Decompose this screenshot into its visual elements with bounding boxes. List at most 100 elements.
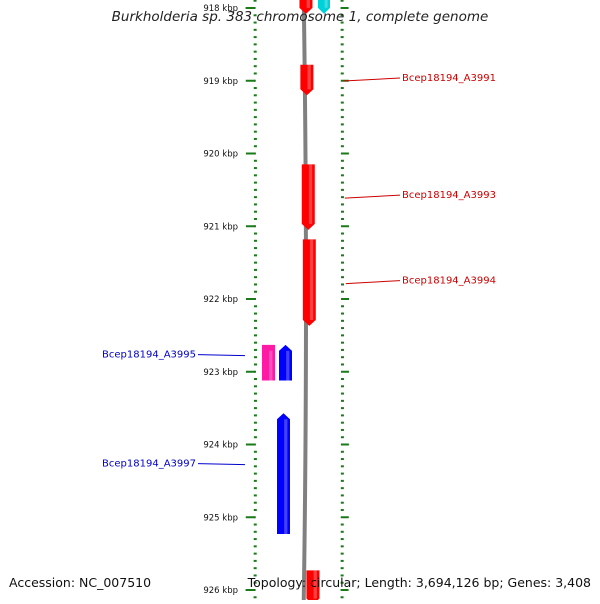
- inner-tick: [253, 188, 257, 191]
- outer-tick: [340, 319, 344, 322]
- outer-tick: [340, 137, 344, 140]
- gene-labels: Bcep18194_A3991 Bcep18194_A3993 Bcep18194_…: [102, 73, 496, 470]
- outer-tick: [340, 21, 344, 24]
- outer-tick: [340, 101, 344, 104]
- gene-feature: [302, 239, 316, 326]
- gene-label-leader: [343, 77, 401, 82]
- inner-tick: [253, 268, 257, 271]
- outer-tick: [340, 36, 344, 39]
- gene-feature: [301, 164, 315, 230]
- inner-tick: [253, 0, 257, 2]
- outer-tick: [340, 378, 344, 381]
- outer-tick: [340, 538, 344, 541]
- inner-tick: [253, 57, 257, 60]
- inner-tick: [253, 167, 257, 170]
- outer-tick: [340, 65, 344, 68]
- gene-feature: [277, 413, 290, 534]
- outer-tick: [340, 247, 344, 250]
- gene-label: Bcep18194_A3993: [402, 190, 496, 201]
- gene-features: [262, 0, 330, 604]
- inner-tick: [253, 414, 257, 417]
- inner-tick: [253, 108, 257, 111]
- outer-tick: [340, 596, 344, 599]
- gene-arrow: [301, 164, 315, 230]
- outer-tick: [340, 436, 344, 439]
- inner-tick: [253, 276, 257, 279]
- outer-tick: [340, 283, 344, 286]
- ruler-tick-label: 924 kbp: [203, 441, 238, 451]
- inner-tick: [253, 94, 257, 97]
- inner-tick: [253, 465, 257, 468]
- outer-tick: [340, 399, 344, 402]
- inner-tick: [253, 458, 257, 461]
- gene-label: Bcep18194_A3997: [102, 459, 196, 470]
- outer-tick: [340, 370, 349, 373]
- inner-tick: [253, 261, 257, 264]
- gene-label: Bcep18194_A3994: [402, 276, 496, 287]
- gene-highlight: [307, 64, 311, 90]
- outer-tick: [340, 225, 349, 228]
- outer-tick: [340, 341, 344, 344]
- inner-tick: [253, 363, 257, 366]
- outer-tick: [340, 290, 344, 293]
- ruler-tick-label: 920 kbp: [203, 150, 238, 160]
- outer-tick: [340, 159, 344, 162]
- inner-tick: [253, 450, 257, 453]
- outer-tick: [340, 7, 349, 9]
- outer-tick: [340, 116, 344, 119]
- inner-tick: [253, 21, 257, 24]
- inner-tick: [253, 247, 257, 250]
- inner-tick: [253, 290, 257, 293]
- inner-tick: [253, 116, 257, 119]
- gene-label-leader: [197, 463, 246, 466]
- ruler-major-tick: [245, 370, 255, 373]
- gene-label-leader: [197, 354, 246, 357]
- outer-tick: [340, 356, 344, 359]
- outer-tick: [340, 523, 344, 526]
- gene-highlight: [284, 419, 288, 534]
- inner-tick: [253, 479, 257, 482]
- outer-tick: [340, 94, 344, 97]
- kbp-ruler: 918 kbp 919 kbp 920 kbp 921 kbp 922 kbp 923 k…: [203, 4, 255, 596]
- outer-tick: [340, 43, 344, 46]
- gene-highlight: [306, 0, 310, 8]
- outer-tick: [340, 28, 344, 31]
- inner-tick: [253, 530, 257, 533]
- gene-arrow: [277, 413, 290, 534]
- inner-tick: [253, 72, 257, 75]
- inner-tick: [253, 36, 257, 39]
- outer-tick: [340, 167, 344, 170]
- outer-tick: [340, 327, 344, 330]
- inner-tick: [253, 312, 257, 315]
- ruler-major-tick: [245, 79, 255, 82]
- inner-tick: [253, 494, 257, 497]
- inner-tick: [253, 552, 257, 555]
- inner-tick: [253, 159, 257, 162]
- outer-tick: [340, 494, 344, 497]
- outer-tick: [340, 239, 344, 242]
- outer-tick: [340, 50, 344, 53]
- outer-tick: [340, 261, 344, 264]
- inner-tick: [253, 130, 257, 133]
- ruler-major-tick: [245, 443, 255, 446]
- inner-tick: [253, 196, 257, 199]
- inner-tick: [253, 181, 257, 184]
- outer-tick: [340, 472, 344, 475]
- inner-tick: [253, 137, 257, 140]
- outer-tick: [340, 276, 344, 279]
- outer-tick: [340, 181, 344, 184]
- outer-tick: [340, 210, 344, 213]
- outer-tick: [340, 589, 349, 591]
- gene-arrow: [299, 0, 313, 14]
- ruler-major-tick: [245, 225, 255, 228]
- ruler-tick-label: 919 kbp: [203, 77, 238, 87]
- inner-tick: [253, 523, 257, 526]
- inner-tick: [253, 65, 257, 68]
- outer-tick: [340, 57, 344, 60]
- inner-tick: [253, 407, 257, 410]
- gene-feature: [262, 344, 275, 381]
- outer-tick: [340, 108, 344, 111]
- inner-tick: [253, 217, 257, 220]
- outer-tick: [340, 443, 349, 446]
- gene-feature: [306, 570, 320, 604]
